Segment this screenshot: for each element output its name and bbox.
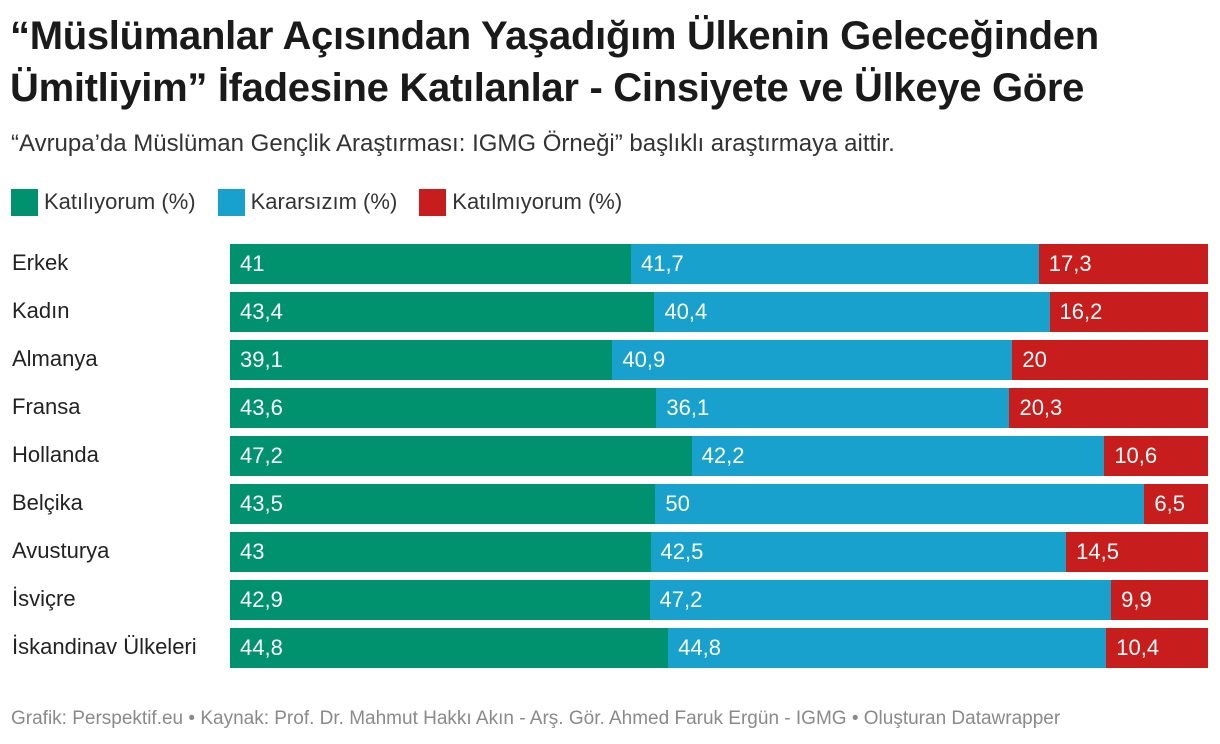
data-label: 10,6: [1114, 443, 1158, 468]
bar-row: Erkek 41 41,7 17,3: [0, 244, 1220, 284]
category-label: Avusturya: [12, 538, 110, 563]
legend-item-disagree: Katılmıyorum (%): [419, 188, 623, 216]
bar-segment-disagree: 16,2: [1049, 292, 1208, 332]
data-label: 43,5: [240, 491, 283, 516]
data-label: 42,9: [240, 587, 283, 612]
chart-title: “Müslümanlar Açısından Yaşadığım Ülkenin…: [10, 14, 1099, 110]
legend-swatch-agree: [11, 188, 38, 216]
bar-segment-undecided: 42,5: [650, 532, 1067, 572]
data-label: 50: [665, 491, 690, 516]
data-label: 20: [1022, 347, 1047, 372]
data-label: 40,9: [622, 347, 666, 372]
stacked-bar: 43,6 36,1 20,3: [230, 388, 1208, 428]
bar-segment-agree: 39,1: [230, 340, 613, 380]
data-label: 43,4: [240, 299, 283, 324]
bar-segment-agree: 42,9: [230, 580, 650, 620]
stacked-bar: 41 41,7 17,3: [230, 244, 1208, 284]
data-label: 44,8: [678, 635, 721, 660]
legend-swatch-disagree: [419, 188, 447, 216]
data-label: 44,8: [240, 635, 283, 660]
data-label: 41: [240, 251, 265, 276]
data-label: 17,3: [1048, 251, 1092, 276]
data-label: 9,9: [1121, 587, 1152, 612]
bar-segment-agree: 47,2: [230, 436, 692, 476]
data-label: 36,1: [666, 395, 710, 420]
bar-segment-agree: 43: [230, 532, 651, 572]
stacked-bar: 43,4 40,4 16,2: [230, 292, 1208, 332]
bar-segment-undecided: 50: [655, 484, 1145, 524]
bar-segment-disagree: 17,3: [1038, 244, 1208, 284]
bar-row: Avusturya 43 42,5 14,5: [0, 532, 1220, 572]
stacked-bar: 43,5 50 6,5: [230, 484, 1208, 524]
data-label: 10,4: [1116, 635, 1160, 660]
bar-segment-agree: 43,4: [230, 292, 655, 332]
data-label: 16,2: [1059, 299, 1103, 324]
data-label: 14,5: [1076, 539, 1119, 564]
category-label: Belçika: [12, 490, 83, 515]
category-label: Almanya: [12, 346, 98, 371]
bar-row: Fransa 43,6 36,1 20,3: [0, 388, 1220, 428]
bar-row: İskandinav Ülkeleri 44,8 44,8 10,4: [0, 628, 1220, 668]
data-label: 43: [240, 539, 265, 564]
chart-legend: Katılıyorum (%) Kararsızım (%) Katılmıyoru…: [11, 187, 644, 217]
category-label: Hollanda: [12, 442, 99, 467]
bar-segment-undecided: 36,1: [656, 388, 1010, 428]
legend-item-undecided: Kararsızım (%): [217, 188, 398, 216]
bar-row: Almanya 39,1 40,9 20: [0, 340, 1220, 380]
bar-segment-agree: 41: [230, 244, 631, 284]
bar-row: İsviçre 42,9 47,2 9,9: [0, 580, 1220, 620]
bar-segment-disagree: 14,5: [1066, 532, 1208, 572]
stacked-bar: 39,1 40,9 20: [230, 340, 1208, 380]
bar-segment-disagree: 20: [1012, 340, 1208, 380]
stacked-bar: 43 42,5 14,5: [230, 532, 1208, 572]
bar-segment-agree: 43,6: [230, 388, 657, 428]
category-label: İsviçre: [12, 586, 76, 611]
bar-segment-disagree: 9,9: [1111, 580, 1208, 620]
bar-segment-disagree: 10,6: [1104, 436, 1208, 476]
category-label: İskandinav Ülkeleri: [12, 634, 197, 659]
chart-subtitle: “Avrupa’da Müslüman Gençlik Araştırması:…: [11, 130, 895, 157]
data-label: 40,4: [664, 299, 708, 324]
bar-segment-disagree: 6,5: [1144, 484, 1208, 524]
legend-label-undecided: Kararsızım (%): [250, 189, 398, 214]
legend-label-disagree: Katılmıyorum (%): [452, 189, 623, 214]
category-label: Kadın: [12, 298, 70, 323]
data-label: 42,2: [701, 443, 745, 468]
bar-segment-disagree: 10,4: [1106, 628, 1208, 668]
stacked-bar: 47,2 42,2 10,6: [230, 436, 1208, 476]
data-label: 20,3: [1019, 395, 1063, 420]
bar-segment-disagree: 20,3: [1009, 388, 1208, 428]
data-label: 43,6: [240, 395, 283, 420]
data-label: 41,7: [640, 251, 684, 276]
bar-segment-undecided: 44,8: [668, 628, 1107, 668]
bar-segment-undecided: 42,2: [691, 436, 1105, 476]
category-label: Erkek: [12, 250, 69, 275]
chart-footer: Grafik: Perspektif.eu • Kaynak: Prof. Dr…: [11, 708, 1061, 729]
bar-segment-agree: 44,8: [230, 628, 669, 668]
bar-segment-agree: 43,5: [230, 484, 656, 524]
stacked-bar: 42,9 47,2 9,9: [230, 580, 1208, 620]
stacked-bar: 44,8 44,8 10,4: [230, 628, 1208, 668]
data-label: 6,5: [1154, 491, 1186, 516]
bar-segment-undecided: 40,4: [654, 292, 1050, 332]
category-label: Fransa: [12, 394, 81, 419]
data-label: 47,2: [659, 587, 703, 612]
legend-swatch-undecided: [217, 188, 245, 216]
data-label: 47,2: [240, 443, 283, 468]
data-label: 42,5: [660, 539, 704, 564]
bar-row: Kadın 43,4 40,4 16,2: [0, 292, 1220, 332]
legend-item-agree: Katılıyorum (%): [11, 188, 196, 216]
data-label: 39,1: [240, 347, 283, 372]
bar-segment-undecided: 40,9: [612, 340, 1013, 380]
bar-row: Belçika 43,5 50 6,5: [0, 484, 1220, 524]
bar-row: Hollanda 47,2 42,2 10,6: [0, 436, 1220, 476]
bar-segment-undecided: 47,2: [649, 580, 1112, 620]
bar-segment-undecided: 41,7: [630, 244, 1039, 284]
legend-label-agree: Katılıyorum (%): [44, 189, 196, 214]
